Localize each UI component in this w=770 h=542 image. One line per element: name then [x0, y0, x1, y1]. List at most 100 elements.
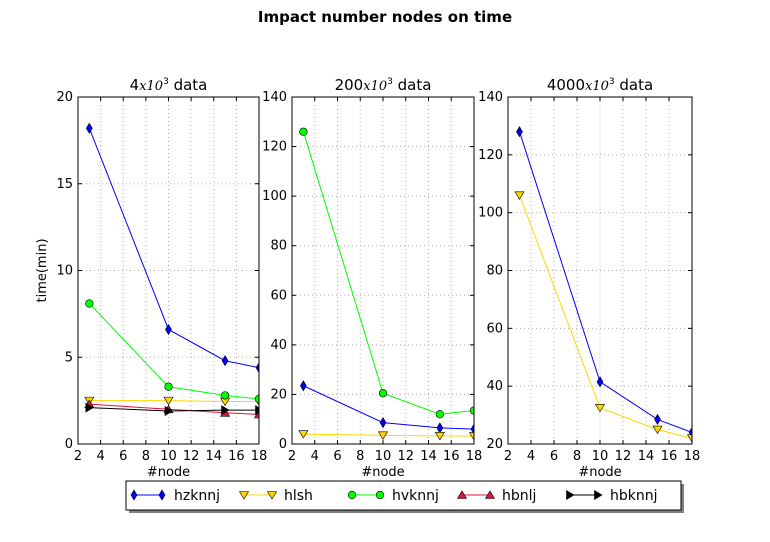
x-tick-label: 10	[160, 449, 177, 464]
x-tick-label: 8	[356, 449, 364, 464]
series-line-hbknnj	[89, 407, 259, 412]
x-tick-label: 10	[375, 449, 392, 464]
title-prefix: 200	[335, 76, 364, 94]
series-line-hzknnj	[88, 128, 259, 369]
x-tick-label: 8	[142, 449, 150, 464]
data-point-hzknnj	[596, 376, 604, 388]
x-tick-label: 4	[311, 449, 319, 464]
series-line-hvknnj	[88, 303, 259, 400]
x-tick-label: 12	[615, 449, 632, 464]
data-point-hbknnj	[164, 406, 174, 417]
x-tick-label: 16	[228, 449, 245, 464]
y-tick-label: 20	[486, 437, 503, 452]
x-tick-label: 18	[466, 449, 483, 464]
data-point-hvknnj	[299, 127, 308, 136]
title-suffix: data	[169, 76, 208, 94]
legend-item-hbknnj: hbknnj	[566, 488, 658, 504]
data-point-hlsh	[434, 432, 445, 441]
y-tick-label: 80	[270, 239, 287, 254]
y-tick-label: 5	[65, 350, 73, 365]
y-tick-label: 20	[56, 90, 73, 105]
x-axis-label: #node	[147, 465, 190, 480]
x-tick-label: 8	[573, 449, 581, 464]
x-tick-label: 18	[684, 449, 701, 464]
data-point-hzknnj	[436, 422, 444, 434]
legend-marker	[158, 489, 166, 501]
x-tick-label: 10	[592, 449, 609, 464]
data-point-hzknnj	[470, 423, 474, 435]
y-tick-label: 10	[56, 264, 73, 279]
x-tick-label: 6	[333, 449, 341, 464]
x-tick-label: 2	[74, 449, 82, 464]
subplot-1: 2 4 6 8 10 12 14 16 1805101520#nodetime(min)4x10…	[35, 76, 267, 480]
y-tick-label: 15	[56, 177, 73, 192]
legend-marker	[594, 489, 603, 501]
data-point-hzknnj	[165, 323, 172, 336]
data-point-hlsh	[468, 432, 474, 441]
data-point-hlsh	[377, 431, 389, 440]
y-tick-label: 140	[262, 90, 287, 105]
title-exponent: 3	[387, 77, 393, 87]
data-point-hvknnj	[164, 382, 173, 391]
legend-marker	[375, 490, 385, 500]
data-point-hvknnj	[378, 389, 388, 398]
data-point-hbknnj	[255, 405, 259, 416]
x-tick-label: 14	[638, 449, 655, 464]
data-point-hvknnj	[435, 410, 444, 419]
legend-label: hbnlj	[502, 488, 536, 504]
x-tick-label: 4	[96, 449, 104, 464]
subplot-3: 2 4 6 8 10 12 14 16 18 20 40 60 80 100 120 140 #node 4000…	[478, 76, 700, 480]
title-prefix: 4000	[547, 76, 585, 94]
y-tick-label: 100	[262, 189, 287, 204]
x-axis-label: #node	[578, 465, 621, 480]
y-tick-label: 60	[486, 321, 503, 336]
data-point-hvknnj	[220, 391, 230, 400]
y-tick-label: 20	[270, 387, 287, 402]
title-exponent: 3	[609, 77, 615, 87]
legend-label: hzknnj	[174, 488, 220, 504]
series-line-hlsh	[519, 195, 692, 439]
x-tick-label: 12	[397, 449, 414, 464]
data-point-hbknnj	[85, 402, 94, 413]
legend-marker	[347, 490, 357, 500]
subplot-2: 2 4 6 8 10 12 14 16 18 0 20 40 60 80 100 120 140 #node 200…	[262, 76, 482, 480]
figure-title: Impact number nodes on time	[258, 8, 512, 26]
legend: hzknnj hlsh hvknnj hbnlj hbknnj	[125, 480, 684, 513]
data-point-hzknnj	[300, 380, 307, 392]
y-tick-label: 140	[478, 90, 503, 105]
x-tick-label: 14	[205, 449, 222, 464]
y-tick-label: 120	[262, 140, 287, 155]
y-tick-label: 60	[270, 288, 287, 303]
legend-marker	[130, 489, 138, 501]
subplot-group: 2 4 6 8 10 12 14 16 1805101520#nodetime(min)4x10…	[35, 76, 700, 480]
legend-item-hzknnj: hzknnj	[130, 488, 220, 504]
title-suffix: data	[615, 76, 654, 94]
plot-area	[514, 126, 692, 443]
legend-marker	[266, 491, 278, 500]
data-point-hlsh	[163, 396, 174, 406]
y-tick-label: 40	[270, 338, 287, 353]
series-line-hzknnj	[303, 385, 474, 430]
y-tick-label: 80	[486, 264, 503, 279]
title-math: x10	[585, 79, 609, 94]
x-tick-label: 14	[420, 449, 437, 464]
legend-marker	[238, 491, 250, 500]
plot-area	[84, 122, 259, 419]
series-line-hlsh	[303, 433, 474, 437]
data-point-hbknnj	[221, 405, 230, 416]
x-tick-label: 6	[550, 449, 558, 464]
legend-item-hbnlj: hbnlj	[456, 488, 536, 504]
x-tick-label: 2	[288, 449, 296, 464]
x-tick-label: 12	[183, 449, 200, 464]
data-point-hzknnj	[516, 126, 523, 138]
series-line-hbnlj	[89, 403, 259, 416]
data-point-hlsh	[514, 191, 525, 200]
series-line-hzknnj	[519, 131, 692, 433]
title-math: x10	[139, 79, 163, 94]
data-point-hzknnj	[255, 362, 259, 374]
data-point-hzknnj	[654, 413, 661, 426]
y-tick-label: 40	[486, 379, 503, 394]
title-prefix: 4	[130, 76, 140, 94]
y-tick-label: 100	[478, 206, 503, 221]
legend-item-hlsh: hlsh	[238, 488, 313, 504]
